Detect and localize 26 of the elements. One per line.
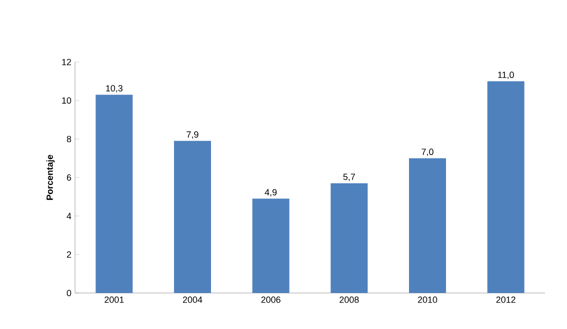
y-tick-label: 10 (62, 97, 72, 104)
y-tick-label: 8 (66, 136, 72, 142)
data-label: 7,0 (422, 148, 434, 156)
y-tick-label: 0 (66, 290, 72, 296)
bar (252, 198, 290, 293)
x-tick-label: 2006 (261, 296, 280, 303)
x-tick-label: 2010 (418, 296, 438, 303)
bar (487, 81, 524, 293)
x-tick-label: 2001 (104, 296, 124, 303)
x-tick-label: 2012 (496, 296, 516, 303)
y-tick-label: 12 (62, 58, 72, 66)
data-label: 11,0 (498, 72, 514, 80)
data-label: 10,3 (106, 85, 122, 93)
data-label: 7,9 (186, 131, 198, 139)
bar (330, 183, 368, 293)
data-label: 5,7 (343, 174, 355, 182)
bar (174, 140, 212, 293)
y-tick-label: 6 (66, 174, 72, 181)
y-axis-title: Porcentaje (46, 154, 55, 200)
y-tick-label: 4 (66, 212, 72, 220)
bar (96, 94, 133, 293)
x-tick-label: 2008 (340, 296, 359, 303)
y-tick-label: 2 (66, 251, 72, 258)
bar (409, 158, 446, 293)
data-label: 4,9 (264, 189, 277, 196)
x-tick-label: 2004 (182, 296, 202, 303)
